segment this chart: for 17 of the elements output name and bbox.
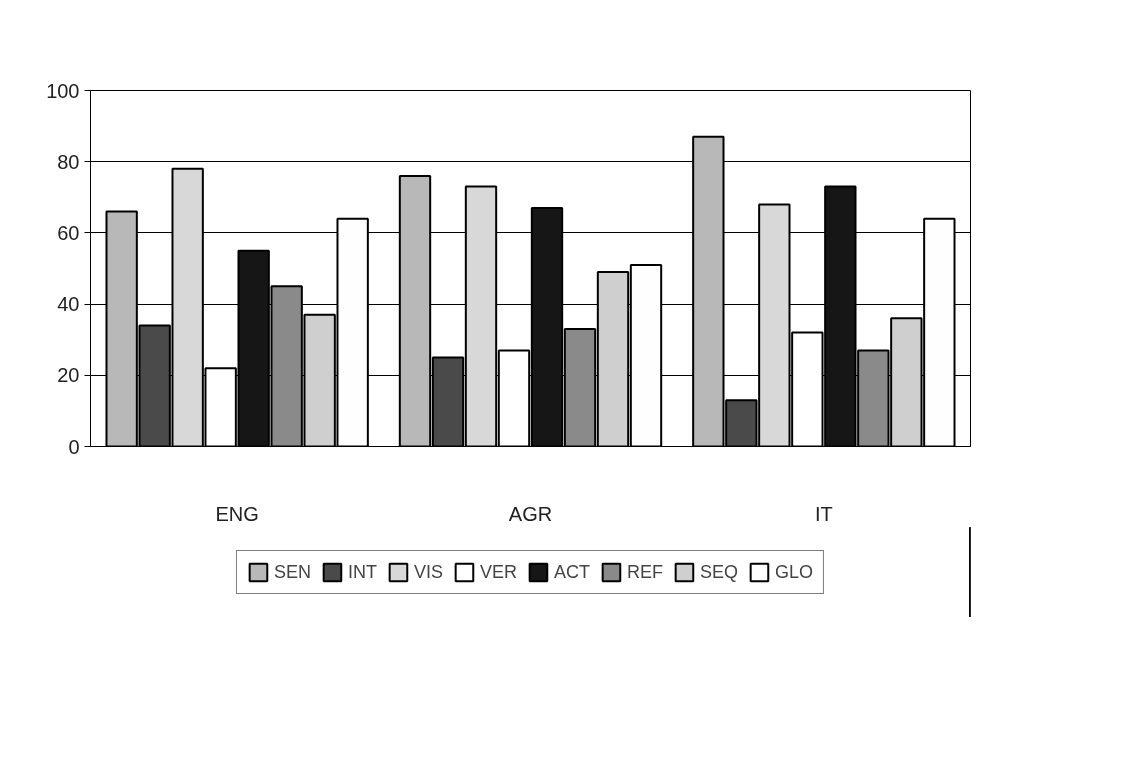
legend-label: SEQ (700, 561, 739, 583)
legend-label: INT (347, 561, 377, 583)
legend-label: SEN (273, 561, 311, 583)
x-tick-label: ENG (215, 502, 259, 525)
legend-label: REF (627, 561, 664, 583)
y-tick-label: 100 (46, 79, 80, 102)
y-tick-label: 20 (57, 364, 80, 387)
x-tick-label: IT (814, 502, 833, 525)
legend-label: ACT (554, 561, 591, 583)
legend-label: GLO (775, 561, 814, 583)
legend-label: VIS (413, 561, 443, 583)
legend-label: VER (479, 561, 518, 583)
y-tick-label: 40 (57, 293, 80, 316)
y-tick-label: 0 (68, 435, 80, 458)
y-tick-label: 80 (57, 150, 80, 173)
x-tick-label: AGR (508, 502, 553, 525)
y-tick-label: 60 (57, 221, 80, 244)
